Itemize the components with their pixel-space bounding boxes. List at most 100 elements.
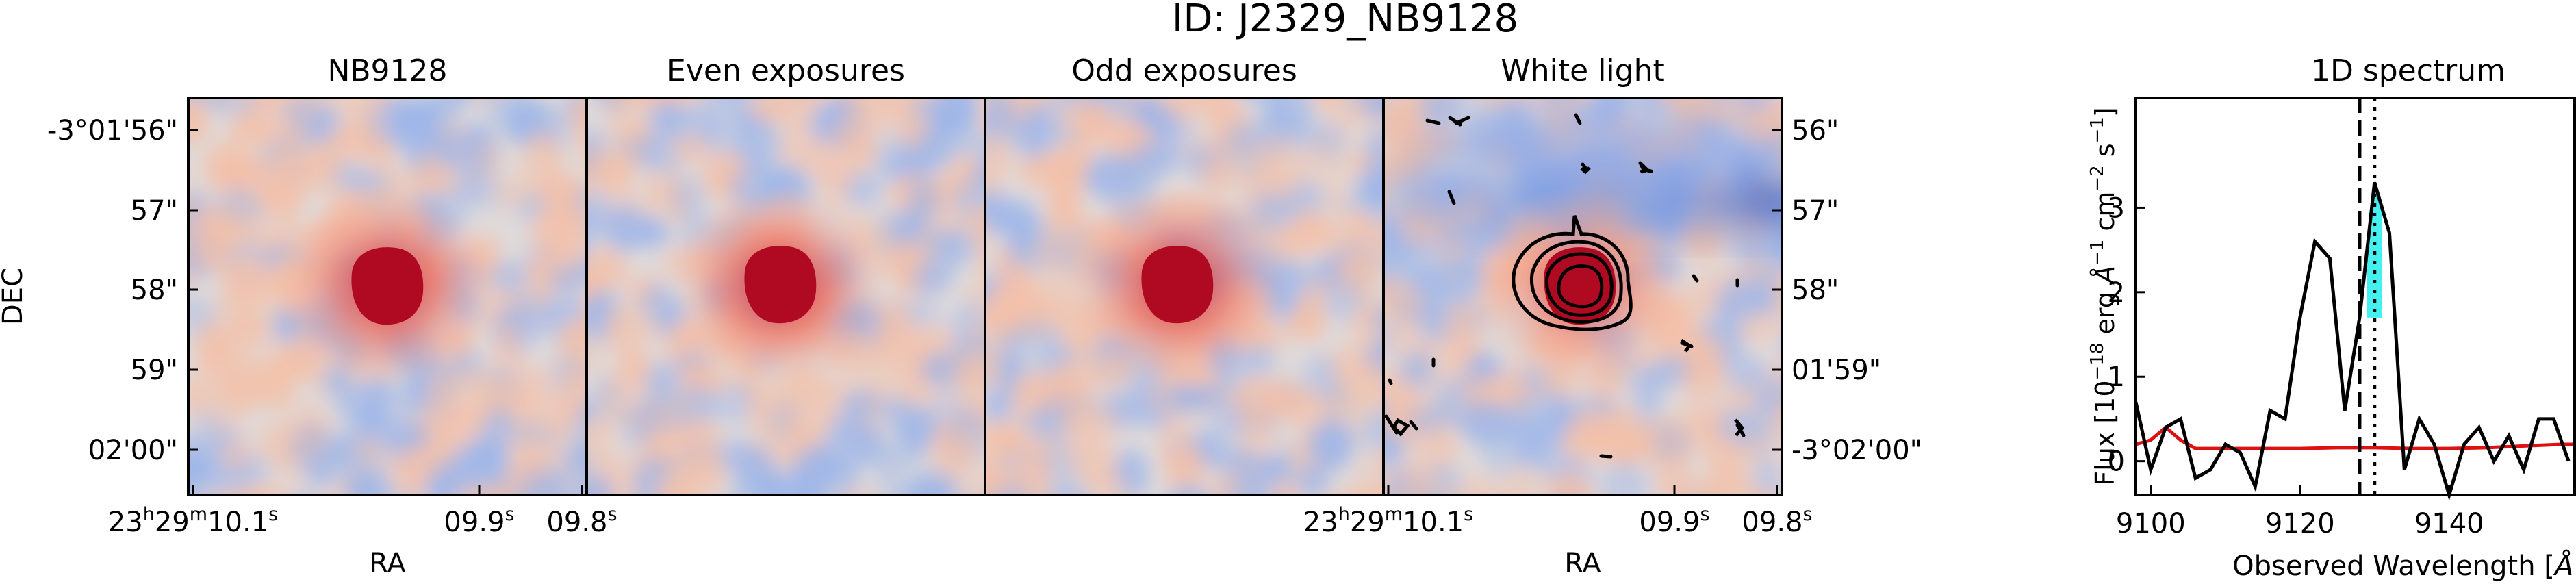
ra-ticks: 23h29m10.1s 09.9s 09.8s 23h29m10.1s 09.9s 09.… [108,485,1813,538]
noise-patch [1401,475,1452,495]
noise-patch [1288,210,1336,251]
noise-patch [1399,350,1436,389]
contour-speck [1425,118,1441,125]
noise-patch [493,326,524,377]
noise-patch [1062,500,1098,554]
noise-patch [1429,422,1462,470]
y-tick-label: 3 [2108,192,2125,224]
noise-patch [705,98,747,112]
noise-patch [985,131,1013,180]
noise-patch [1652,422,1691,465]
noise-patch [1453,475,1501,495]
noise-patch [969,510,1021,552]
spectrum-ylabel: Flux [10−18 erg Å−1 cm−2 s−1] [2087,107,2120,485]
noise-patch [1631,426,1661,464]
noise-patch [237,455,270,485]
noise-patch [1748,272,1782,320]
noise-patch [1203,513,1255,555]
noise-patch [1681,477,1729,495]
noise-patch [1656,454,1691,495]
noise-patch [358,140,398,175]
noise-patch [1285,307,1323,341]
noise-patch [219,320,260,373]
noise-patch [587,415,616,469]
noise-patch [846,132,880,170]
contour-speck [1599,454,1613,459]
noise-patch [1298,465,1330,495]
noise-patch [808,506,838,546]
noise-patch [1010,490,1045,539]
noise-patch [1752,457,1782,495]
noise-patch [1376,230,1383,263]
y-tick-label: 1 [2108,361,2125,393]
ra-tick-label: 23h29m10.1s [1303,504,1473,538]
noise-patch [1502,491,1531,495]
noise-patch [1145,143,1182,174]
noise-patch [649,99,686,136]
x-tick-label: 9120 [2265,508,2335,539]
image-panel-odd [951,98,1383,555]
noise-patch [305,455,339,490]
noise-patch [788,455,842,486]
noise-patch [1260,453,1292,485]
noise-patch [188,111,209,144]
ra-tick-label: 09.8s [546,504,617,538]
noise-patch [188,375,216,418]
noise-patch [987,504,1028,554]
panel-title-odd: Odd exposures [1071,53,1297,88]
noise-patch [285,496,322,533]
panel-title-even: Even exposures [667,53,905,88]
image-panel-nb [147,57,587,533]
noise-patch [571,219,587,256]
dec-tick-label: -3°01'56" [47,115,178,147]
noise-patch [1014,498,1060,542]
noise-patch [915,58,952,94]
contour-speck [1734,418,1745,437]
noise-patch [908,470,961,495]
noise-patch [1310,420,1354,471]
series-noise [2135,425,2576,450]
noise-patch [1084,154,1138,201]
spectrum-plot: 0 1 2 3 9100 9120 9140 [2108,97,2576,539]
noise-patch [860,492,878,495]
noise-patch [1377,58,1412,93]
dec-tick-label: 56" [1791,115,1839,147]
noise-patch [1462,98,1477,101]
noise-patch [958,512,993,565]
source-core [744,246,817,324]
noise-patch [1546,499,1582,553]
dec-axis-label: DEC [0,268,29,325]
noise-patch [951,496,1005,544]
noise-patch [1268,479,1301,495]
ra-axis-label-left: RA [369,548,406,579]
noise-patch [1314,98,1343,111]
noise-patch [1516,440,1563,474]
noise-patch [1561,426,1603,464]
noise-patch [669,175,706,218]
noise-patch [940,51,984,96]
noise-patch [771,98,822,129]
noise-patch [1164,442,1205,493]
noise-patch [594,149,634,196]
noise-patch [637,217,669,248]
contour-speck [1447,190,1456,205]
noise-patch [1679,357,1728,398]
noise-patch [654,474,693,495]
noise-patch [1775,233,1782,264]
noise-patch [587,475,613,495]
noise-patch [620,309,661,347]
noise-patch [147,57,194,99]
noise-patch [660,518,712,555]
source-core [1544,247,1616,325]
noise-patch [701,518,745,564]
noise-patch [965,492,985,495]
noise-patch [844,173,882,207]
noise-patch [980,511,1015,544]
noise-patch [190,225,236,273]
panel-frames [187,97,1783,496]
noise-patch [296,151,337,194]
noise-patch [1765,402,1782,445]
dec-tick-label: 01'59" [1791,355,1881,386]
noise-patch [587,213,596,253]
contour-speck [1454,116,1470,125]
